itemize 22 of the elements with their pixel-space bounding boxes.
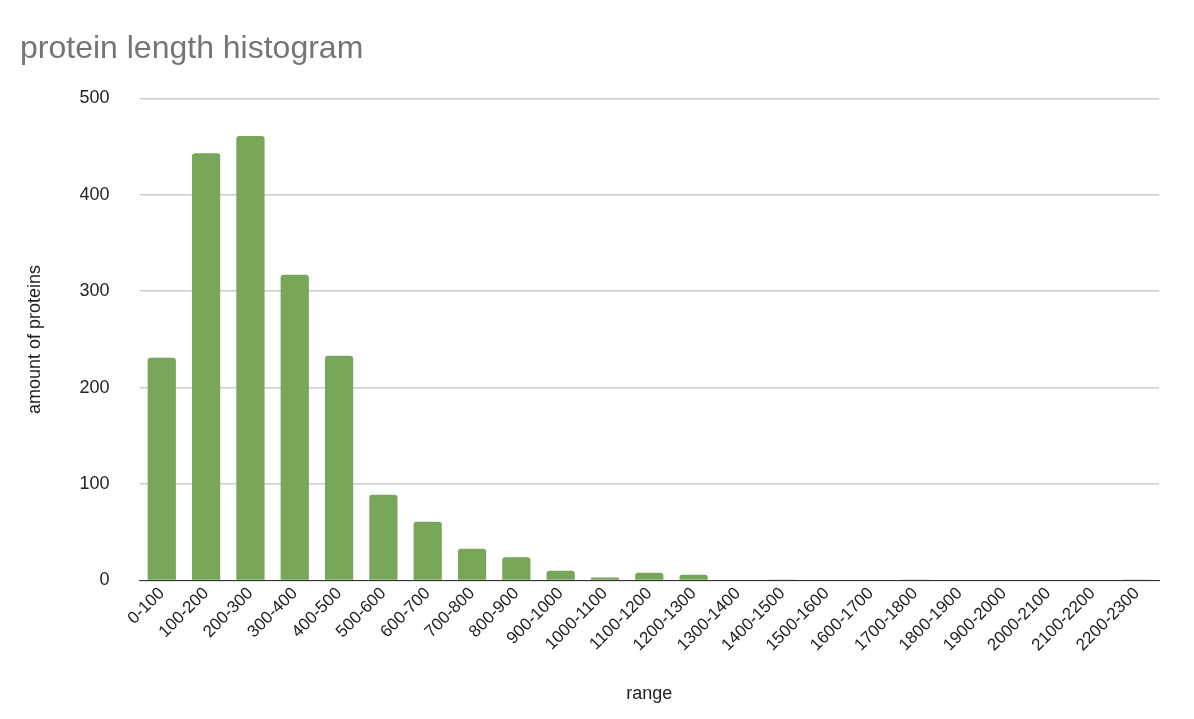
bar xyxy=(280,274,309,580)
bar xyxy=(590,577,620,580)
bar xyxy=(369,494,398,580)
bar xyxy=(546,570,575,580)
bar xyxy=(635,572,664,580)
bar xyxy=(457,548,487,580)
bar xyxy=(147,357,176,580)
bar xyxy=(191,153,221,580)
bar xyxy=(502,557,531,580)
bar xyxy=(679,574,708,580)
bar xyxy=(236,136,265,580)
x-axis-title: range xyxy=(626,683,673,704)
bar xyxy=(413,521,442,580)
bar xyxy=(324,355,354,580)
y-tick-label: 0 xyxy=(99,569,110,590)
chart-title: protein length histogram xyxy=(20,29,364,66)
y-tick-label: 500 xyxy=(79,87,110,108)
y-tick-label: 200 xyxy=(79,376,110,397)
y-tick-label: 300 xyxy=(79,280,110,301)
y-tick-label: 100 xyxy=(79,473,110,494)
y-axis-title: amount of proteins xyxy=(23,264,44,414)
y-tick-label: 400 xyxy=(79,183,110,204)
